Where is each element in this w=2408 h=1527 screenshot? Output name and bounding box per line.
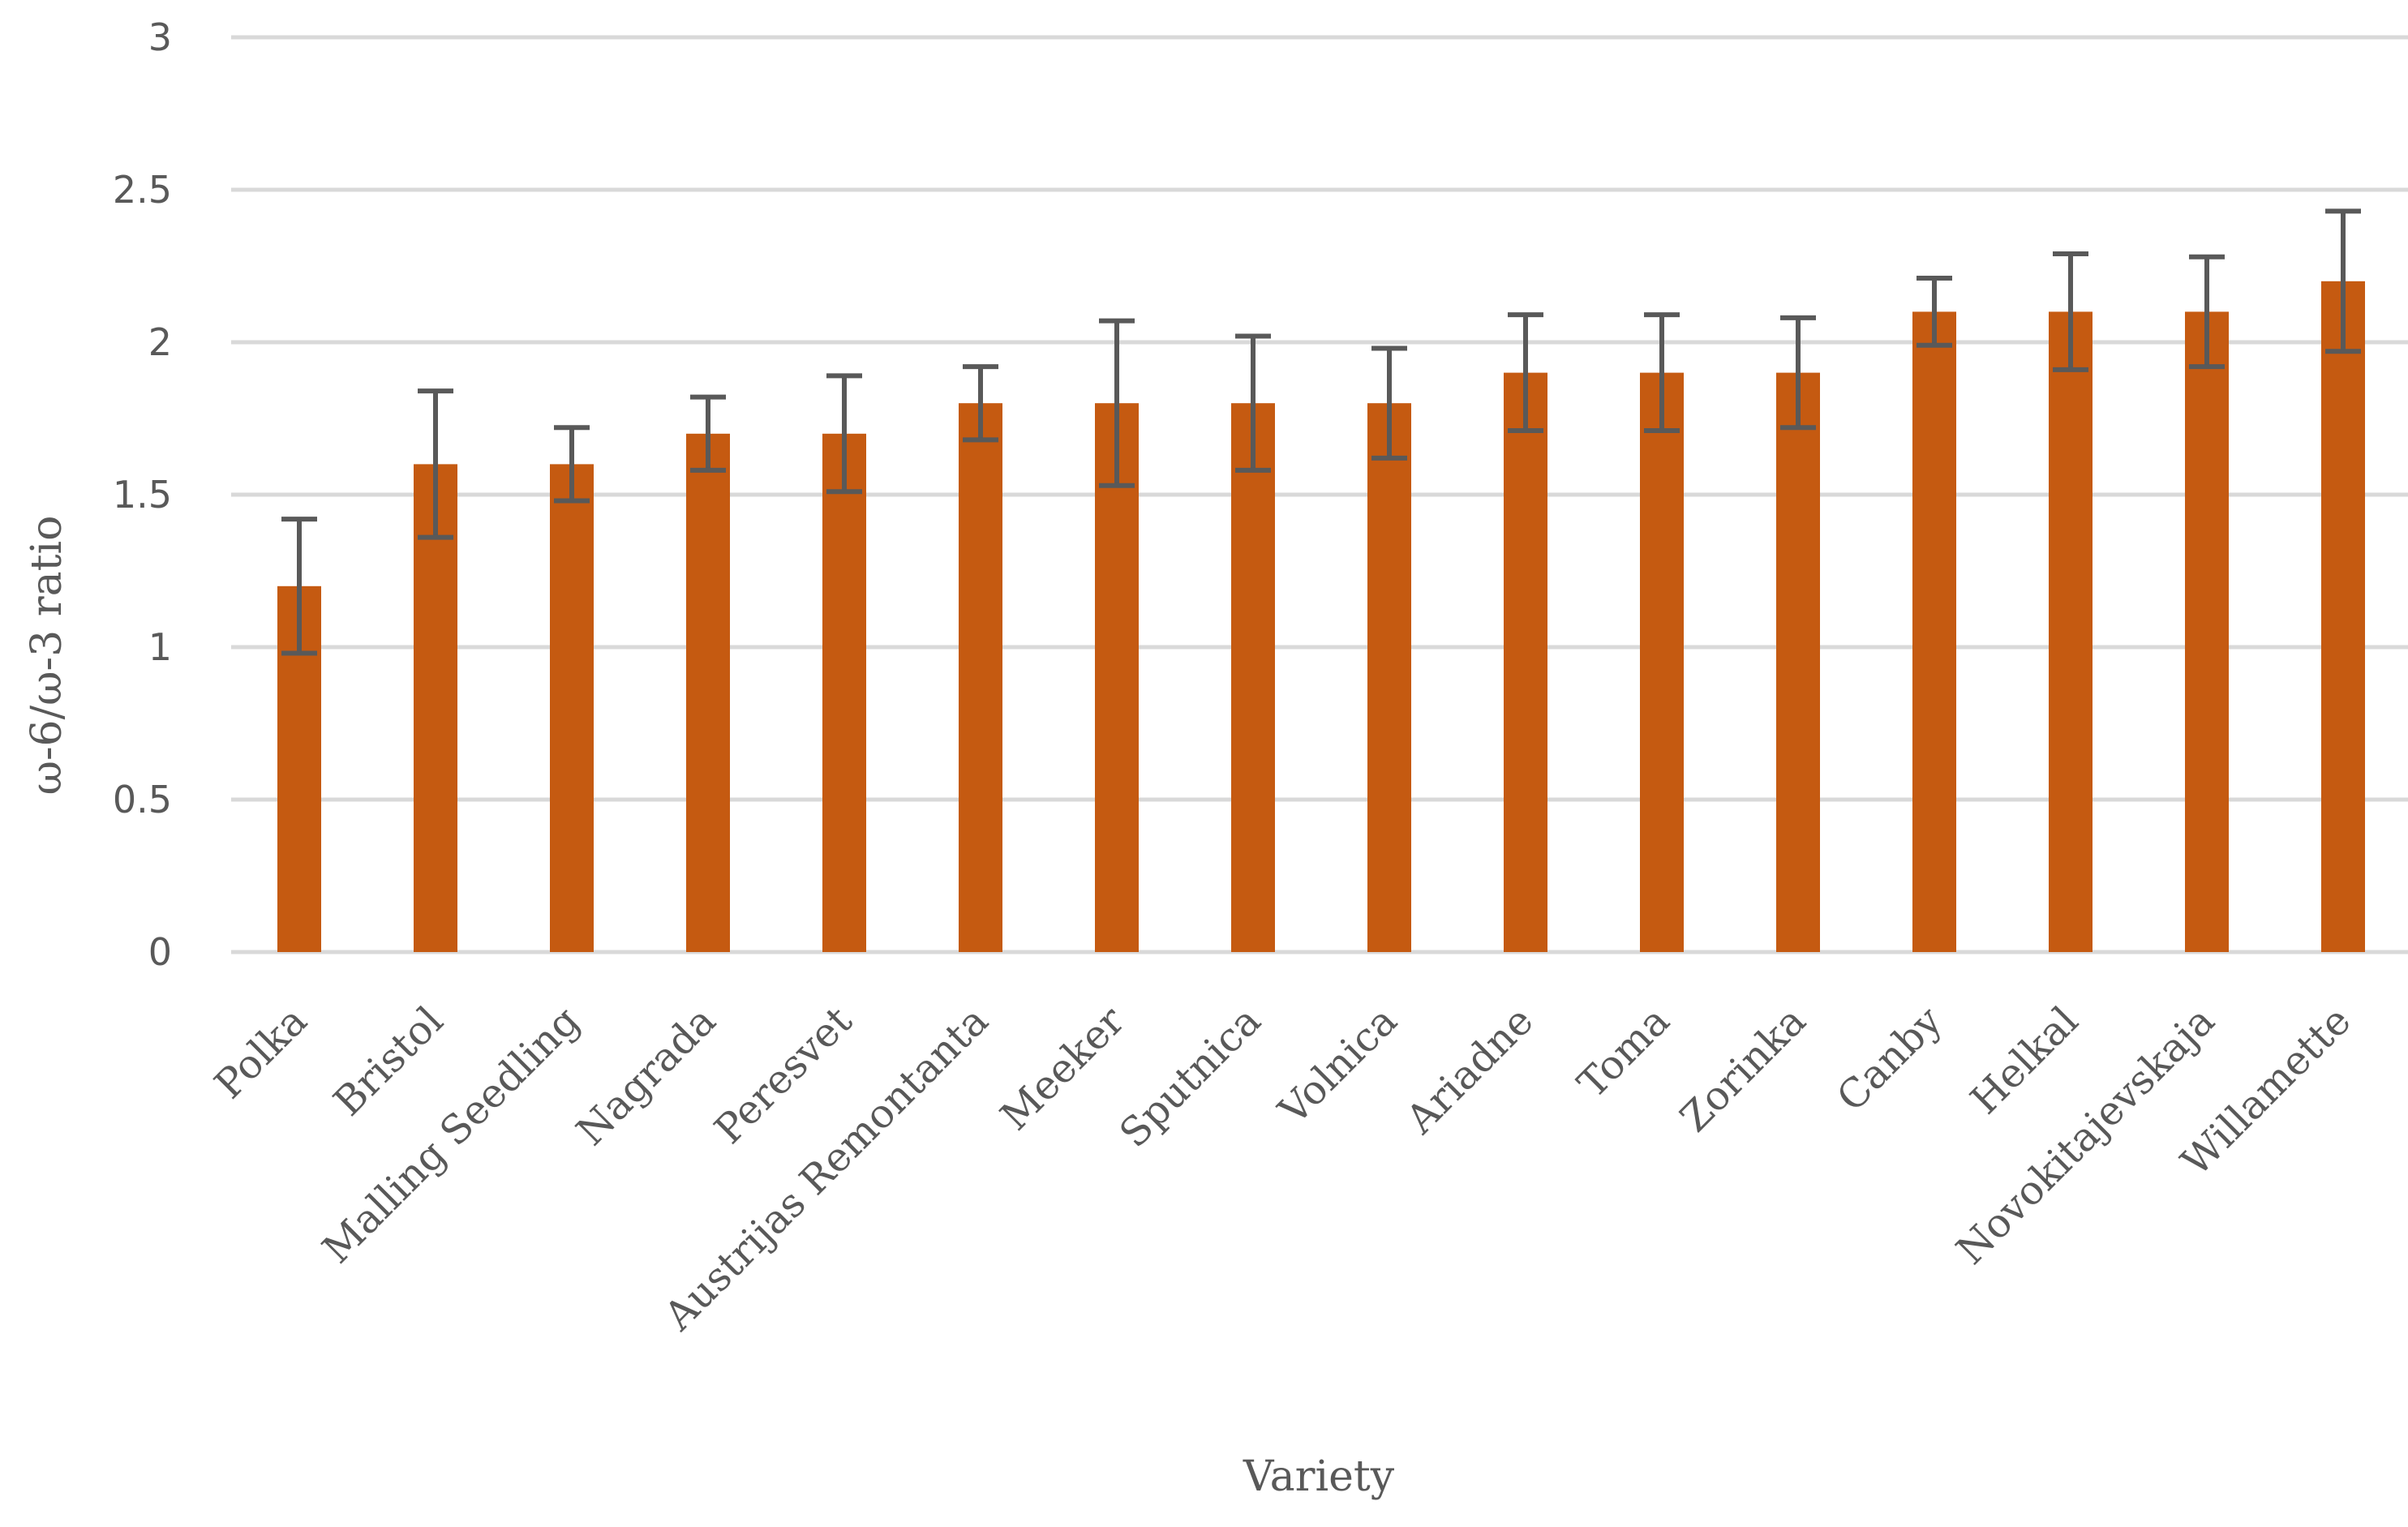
error-bar [2189,254,2225,370]
x-tick-label: Zorinka [1672,997,1815,1141]
error-bar [2325,208,2361,354]
y-axis-title: ω-6/ω-3 ratio [23,516,71,796]
error-bar [1235,333,1271,473]
error-bar [554,425,590,504]
x-tick-label: Nagrada [568,997,725,1155]
x-tick-label: Novokitajevskaja [1947,997,2223,1273]
bar [1912,311,1956,952]
y-tick-label: 3 [148,15,172,59]
x-tick-label: Polka [206,997,316,1108]
x-tick-label: Ariadne [1397,997,1542,1143]
gridlines [231,35,2408,954]
error-bar [2053,251,2088,372]
x-axis-title: Variety [1243,1452,1395,1501]
bar [1231,403,1275,952]
bar [2185,311,2229,952]
bars [277,281,2365,953]
bar [822,433,866,952]
error-bar [1644,312,1680,434]
error-bar [418,388,453,540]
bar [1640,372,1684,953]
y-tick-label: 2.5 [113,168,172,212]
x-tick-label: Bristol [324,997,452,1125]
bar [1367,403,1411,952]
x-tick-label: Malling Seedling [314,997,589,1272]
bar [550,464,594,952]
bar [959,403,1002,952]
x-tick-label: Sputnica [1111,997,1270,1156]
bar [414,464,457,952]
y-tick-label: 0.5 [113,778,172,821]
error-bar [1780,315,1816,431]
y-tick-label: 1.5 [113,473,172,517]
error-bar [1371,345,1407,461]
bar [1776,372,1820,953]
x-tick-label: Canby [1828,997,1951,1121]
bar [1095,403,1139,952]
bar [1504,372,1547,953]
x-tick-label: Volnica [1269,997,1406,1134]
error-bars [281,208,2361,656]
error-bar [963,364,998,443]
bar [2321,281,2365,952]
error-bar [1917,276,1952,348]
y-tick-label: 2 [148,320,172,364]
x-tick-label: Toma [1569,997,1678,1107]
x-tick-label: Helkal [1962,997,2088,1123]
bar [2049,311,2093,952]
bar [686,433,730,952]
y-tick-label: 1 [148,625,172,669]
y-tick-label: 0 [148,930,172,974]
y-axis-ticks: 0 0.5 1 1.5 2 2.5 3 [113,15,172,974]
error-bar [1099,318,1135,488]
error-bar [826,373,862,495]
error-bar [690,394,726,473]
x-tick-label: Meeker [992,997,1134,1139]
error-bar [281,517,317,656]
error-bar [1508,312,1543,434]
